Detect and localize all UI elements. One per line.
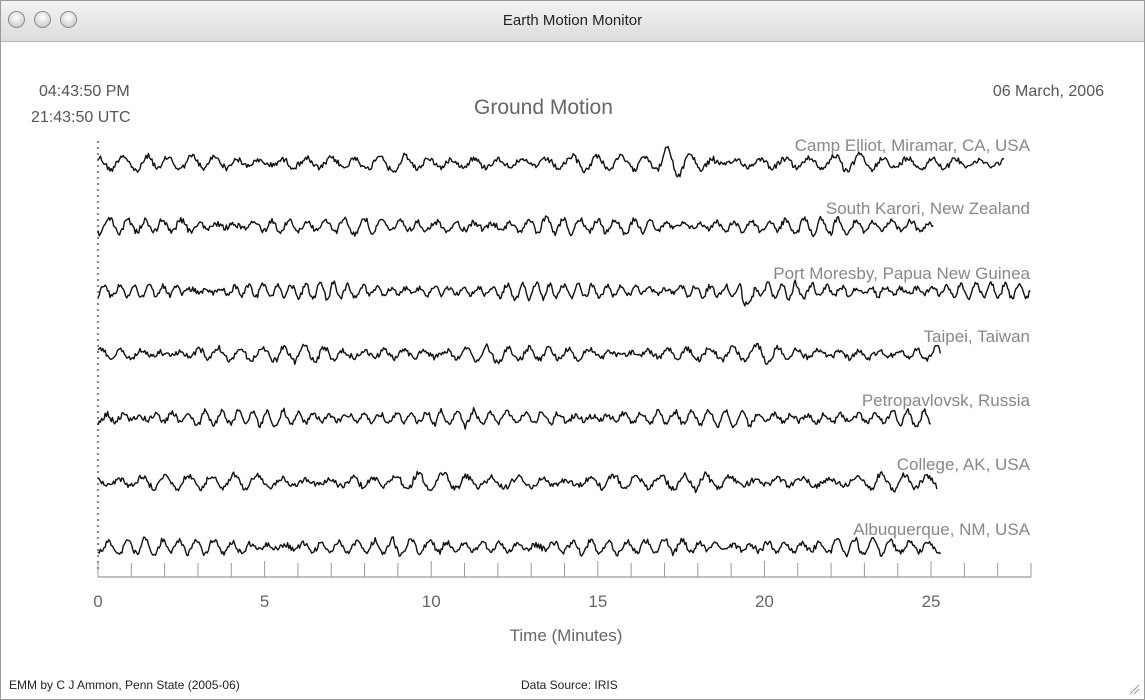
zoom-window-button[interactable] <box>60 11 77 28</box>
seismogram-trace <box>97 470 938 494</box>
utc-time: 21:43:50 UTC <box>31 109 131 126</box>
station-label: College, AK, USA <box>897 455 1031 474</box>
station-label: South Karori, New Zealand <box>826 199 1030 218</box>
resize-grip-icon[interactable] <box>1128 683 1140 695</box>
seismogram-trace <box>97 536 941 558</box>
seismogram-trace <box>97 145 1005 178</box>
chart-title: Ground Motion <box>474 96 613 119</box>
title-bar: Earth Motion Monitor <box>1 1 1144 42</box>
x-tick-label: 10 <box>422 592 441 611</box>
seismogram-trace <box>97 342 942 366</box>
data-source-text: Data Source: IRIS <box>521 678 618 692</box>
seismogram-trace <box>97 279 1031 307</box>
x-tick-label: 5 <box>260 592 269 611</box>
credit-text: EMM by C J Ammon, Penn State (2005-06) <box>9 678 240 692</box>
station-label: Camp Elliot, Miramar, CA, USA <box>795 136 1031 155</box>
x-axis-label: Time (Minutes) <box>510 626 623 645</box>
x-tick-label: 25 <box>922 592 941 611</box>
local-time: 04:43:50 PM <box>39 83 130 100</box>
station-label: Petropavlovsk, Russia <box>862 391 1031 410</box>
x-tick-label: 15 <box>588 592 607 611</box>
station-label: Port Moresby, Papua New Guinea <box>773 264 1030 283</box>
x-tick-label: 0 <box>93 592 102 611</box>
station-label: Albuquerque, NM, USA <box>853 520 1030 539</box>
seismogram-trace <box>97 215 934 238</box>
minimize-window-button[interactable] <box>34 11 51 28</box>
x-tick-label: 20 <box>755 592 774 611</box>
station-label: Taipei, Taiwan <box>924 327 1030 346</box>
window-title: Earth Motion Monitor <box>502 12 643 29</box>
close-window-button[interactable] <box>8 11 25 28</box>
seismogram-trace <box>97 407 931 430</box>
date-label: 06 March, 2006 <box>992 83 1104 100</box>
